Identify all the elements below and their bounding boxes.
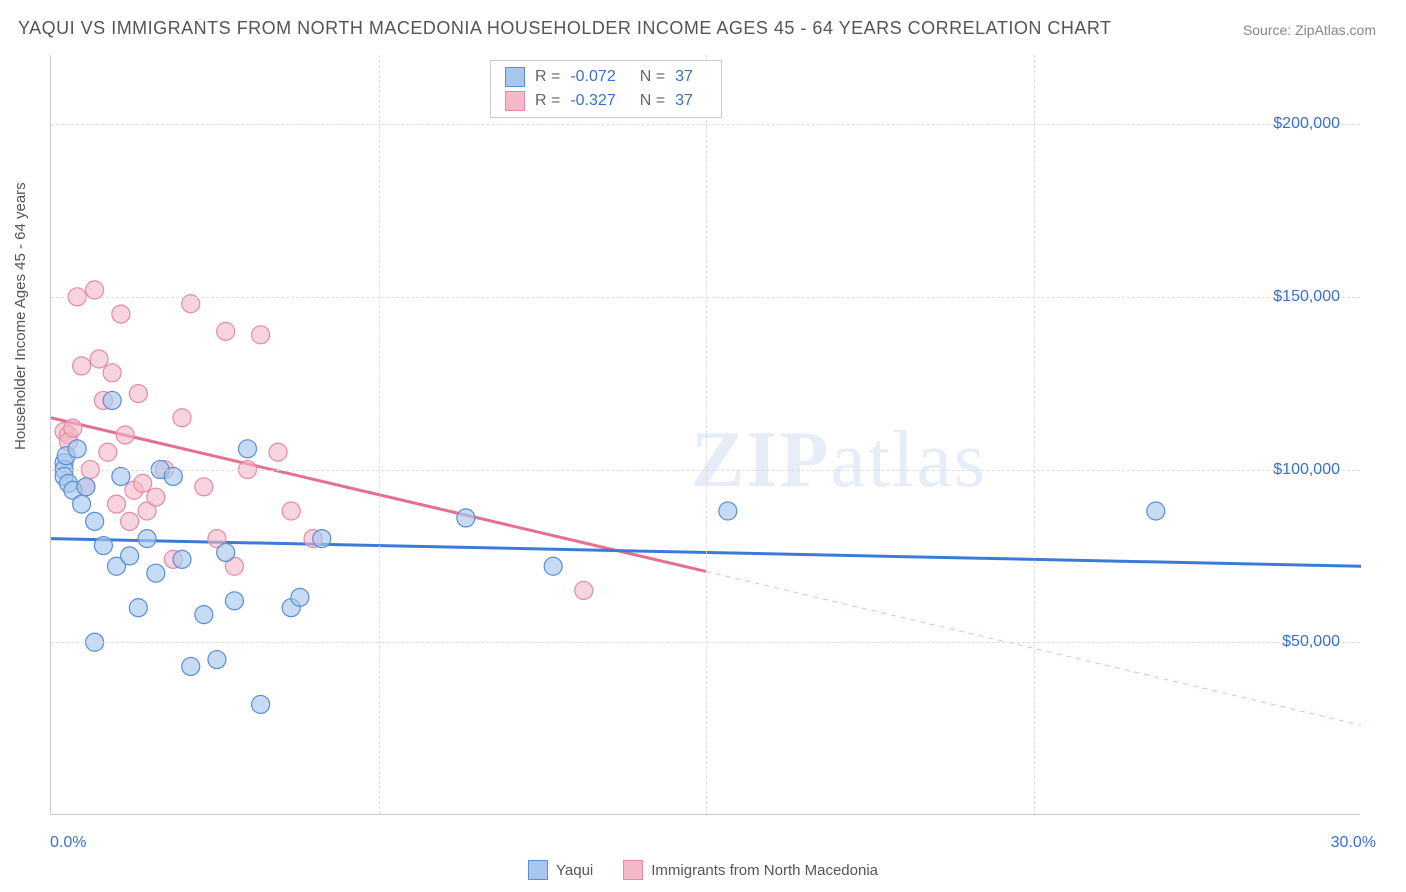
y-tick-label: $150,000 <box>1273 288 1340 306</box>
swatch-yaqui <box>505 67 525 87</box>
swatch-yaqui-bottom <box>528 860 548 880</box>
gridline-v <box>706 55 707 814</box>
correlation-legend: R = -0.072 N = 37 R = -0.327 N = 37 <box>490 60 722 118</box>
chart-plot-area: ZIPatlas $50,000$100,000$150,000$200,000 <box>50 55 1360 815</box>
y-tick-label: $50,000 <box>1282 633 1340 651</box>
swatch-immigrants-bottom <box>623 860 643 880</box>
gridline-v <box>379 55 380 814</box>
y-axis-label: Householder Income Ages 45 - 64 years <box>12 182 29 450</box>
y-tick-label: $200,000 <box>1273 115 1340 133</box>
y-tick-label: $100,000 <box>1273 461 1340 479</box>
swatch-immigrants <box>505 91 525 111</box>
legend-item-immigrants: Immigrants from North Macedonia <box>623 860 878 880</box>
chart-title: YAQUI VS IMMIGRANTS FROM NORTH MACEDONIA… <box>18 18 1112 39</box>
gridline-v <box>1034 55 1035 814</box>
legend-row-immigrants: R = -0.327 N = 37 <box>491 89 721 113</box>
legend-row-yaqui: R = -0.072 N = 37 <box>491 65 721 89</box>
source-label: Source: ZipAtlas.com <box>1243 22 1376 38</box>
x-axis-max-label: 30.0% <box>1331 834 1376 852</box>
legend-item-yaqui: Yaqui <box>528 860 593 880</box>
x-axis-min-label: 0.0% <box>50 834 86 852</box>
series-legend: Yaqui Immigrants from North Macedonia <box>528 860 878 880</box>
